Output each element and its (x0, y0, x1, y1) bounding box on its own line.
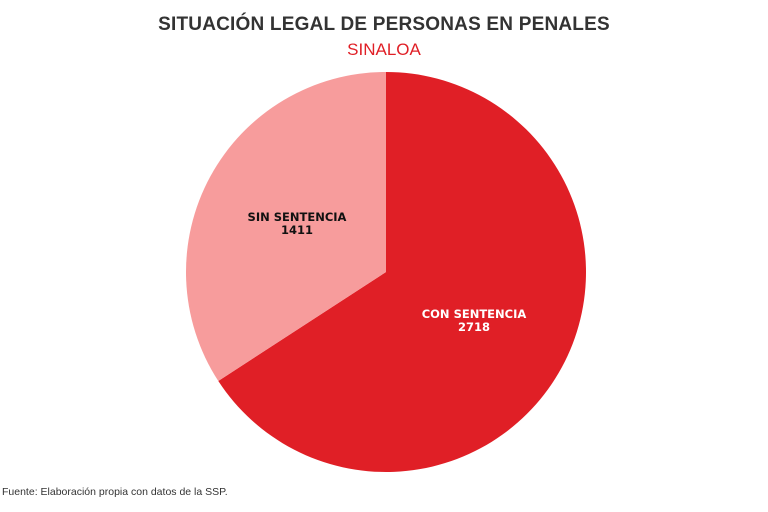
slice-value-con-sentencia: 2718 (458, 320, 490, 334)
chart-subtitle: SINALOA (347, 40, 421, 59)
chart-title: SITUACIÓN LEGAL DE PERSONAS EN PENALES (158, 14, 610, 35)
pie-slice-con-sentencia (218, 72, 586, 472)
slice-value-sin-sentencia: 1411 (281, 223, 313, 237)
pie-slice-sin-sentencia (185, 72, 386, 381)
source-note: Fuente: Elaboración propia con datos de … (2, 486, 228, 498)
slice-label-con-sentencia: CON SENTENCIA (422, 307, 527, 321)
slice-label-sin-sentencia: SIN SENTENCIA (248, 210, 347, 224)
